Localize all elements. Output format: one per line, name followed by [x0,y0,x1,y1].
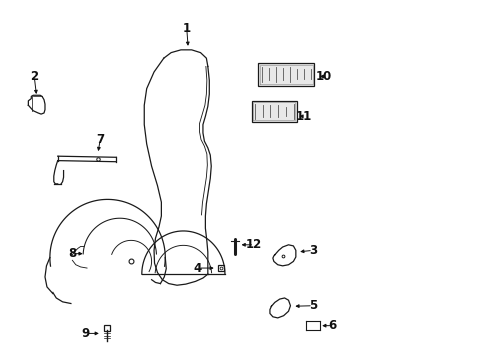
Text: 11: 11 [295,110,312,123]
Text: 9: 9 [81,327,89,340]
Text: 8: 8 [68,247,76,260]
Text: 7: 7 [96,133,104,146]
Text: 2: 2 [30,70,38,83]
FancyBboxPatch shape [258,63,314,86]
Text: 10: 10 [315,70,331,83]
Text: 12: 12 [245,238,262,251]
Text: 5: 5 [308,299,316,312]
FancyBboxPatch shape [251,101,296,122]
Text: 4: 4 [194,262,202,275]
Text: 6: 6 [328,319,336,332]
Text: 3: 3 [308,244,316,257]
Text: 1: 1 [183,22,190,35]
